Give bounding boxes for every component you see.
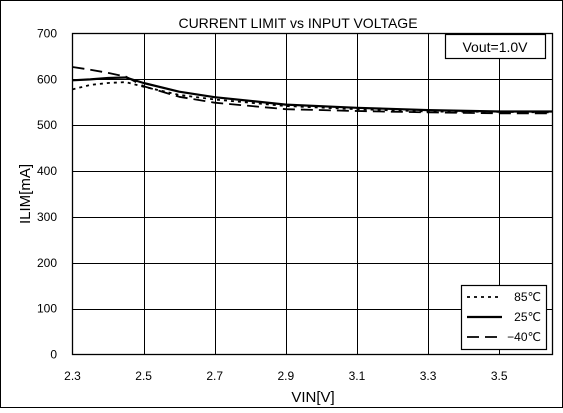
plot-frame bbox=[71, 32, 554, 356]
y-tick-label: 500 bbox=[37, 118, 57, 132]
x-tick-label: 3.5 bbox=[491, 369, 508, 383]
legend: 85℃ 25℃ −40℃ bbox=[460, 284, 548, 351]
y-tick-label: 200 bbox=[37, 256, 57, 270]
x-tick-label: 2.9 bbox=[277, 369, 294, 383]
annotation-text: Vout=1.0V bbox=[462, 39, 528, 55]
y-tick-label: 100 bbox=[37, 302, 57, 316]
series-line bbox=[72, 76, 553, 113]
legend-label: 85℃ bbox=[514, 290, 541, 304]
y-axis-title: ILIM[mA] bbox=[17, 164, 34, 224]
legend-label: 25℃ bbox=[514, 310, 541, 324]
y-tick-label: 400 bbox=[37, 164, 57, 178]
legend-label: −40℃ bbox=[507, 330, 541, 344]
y-tick-label: 600 bbox=[37, 72, 57, 86]
x-tick-label: 2.7 bbox=[206, 369, 223, 383]
x-tick-label: 2.3 bbox=[64, 369, 81, 383]
x-tick-label: 3.3 bbox=[420, 369, 437, 383]
annotation-box: Vout=1.0V bbox=[444, 33, 547, 60]
series-line bbox=[72, 66, 553, 115]
x-axis-title: VIN[V] bbox=[291, 389, 334, 406]
x-tick-label: 2.5 bbox=[135, 369, 152, 383]
y-tick-label: 700 bbox=[37, 27, 57, 41]
tick-labels: 2.3 2.5 2.7 2.9 3.1 3.3 3.5 0 100 200 300 400 500 600… bbox=[37, 27, 508, 384]
series-line bbox=[72, 81, 553, 114]
y-tick-label: 0 bbox=[50, 348, 57, 362]
chart-title: CURRENT LIMIT vs INPUT VOLTAGE bbox=[178, 15, 417, 31]
x-tick-label: 3.1 bbox=[349, 369, 366, 383]
series-group bbox=[72, 66, 553, 115]
y-tick-label: 300 bbox=[37, 210, 57, 224]
grid bbox=[72, 33, 553, 355]
